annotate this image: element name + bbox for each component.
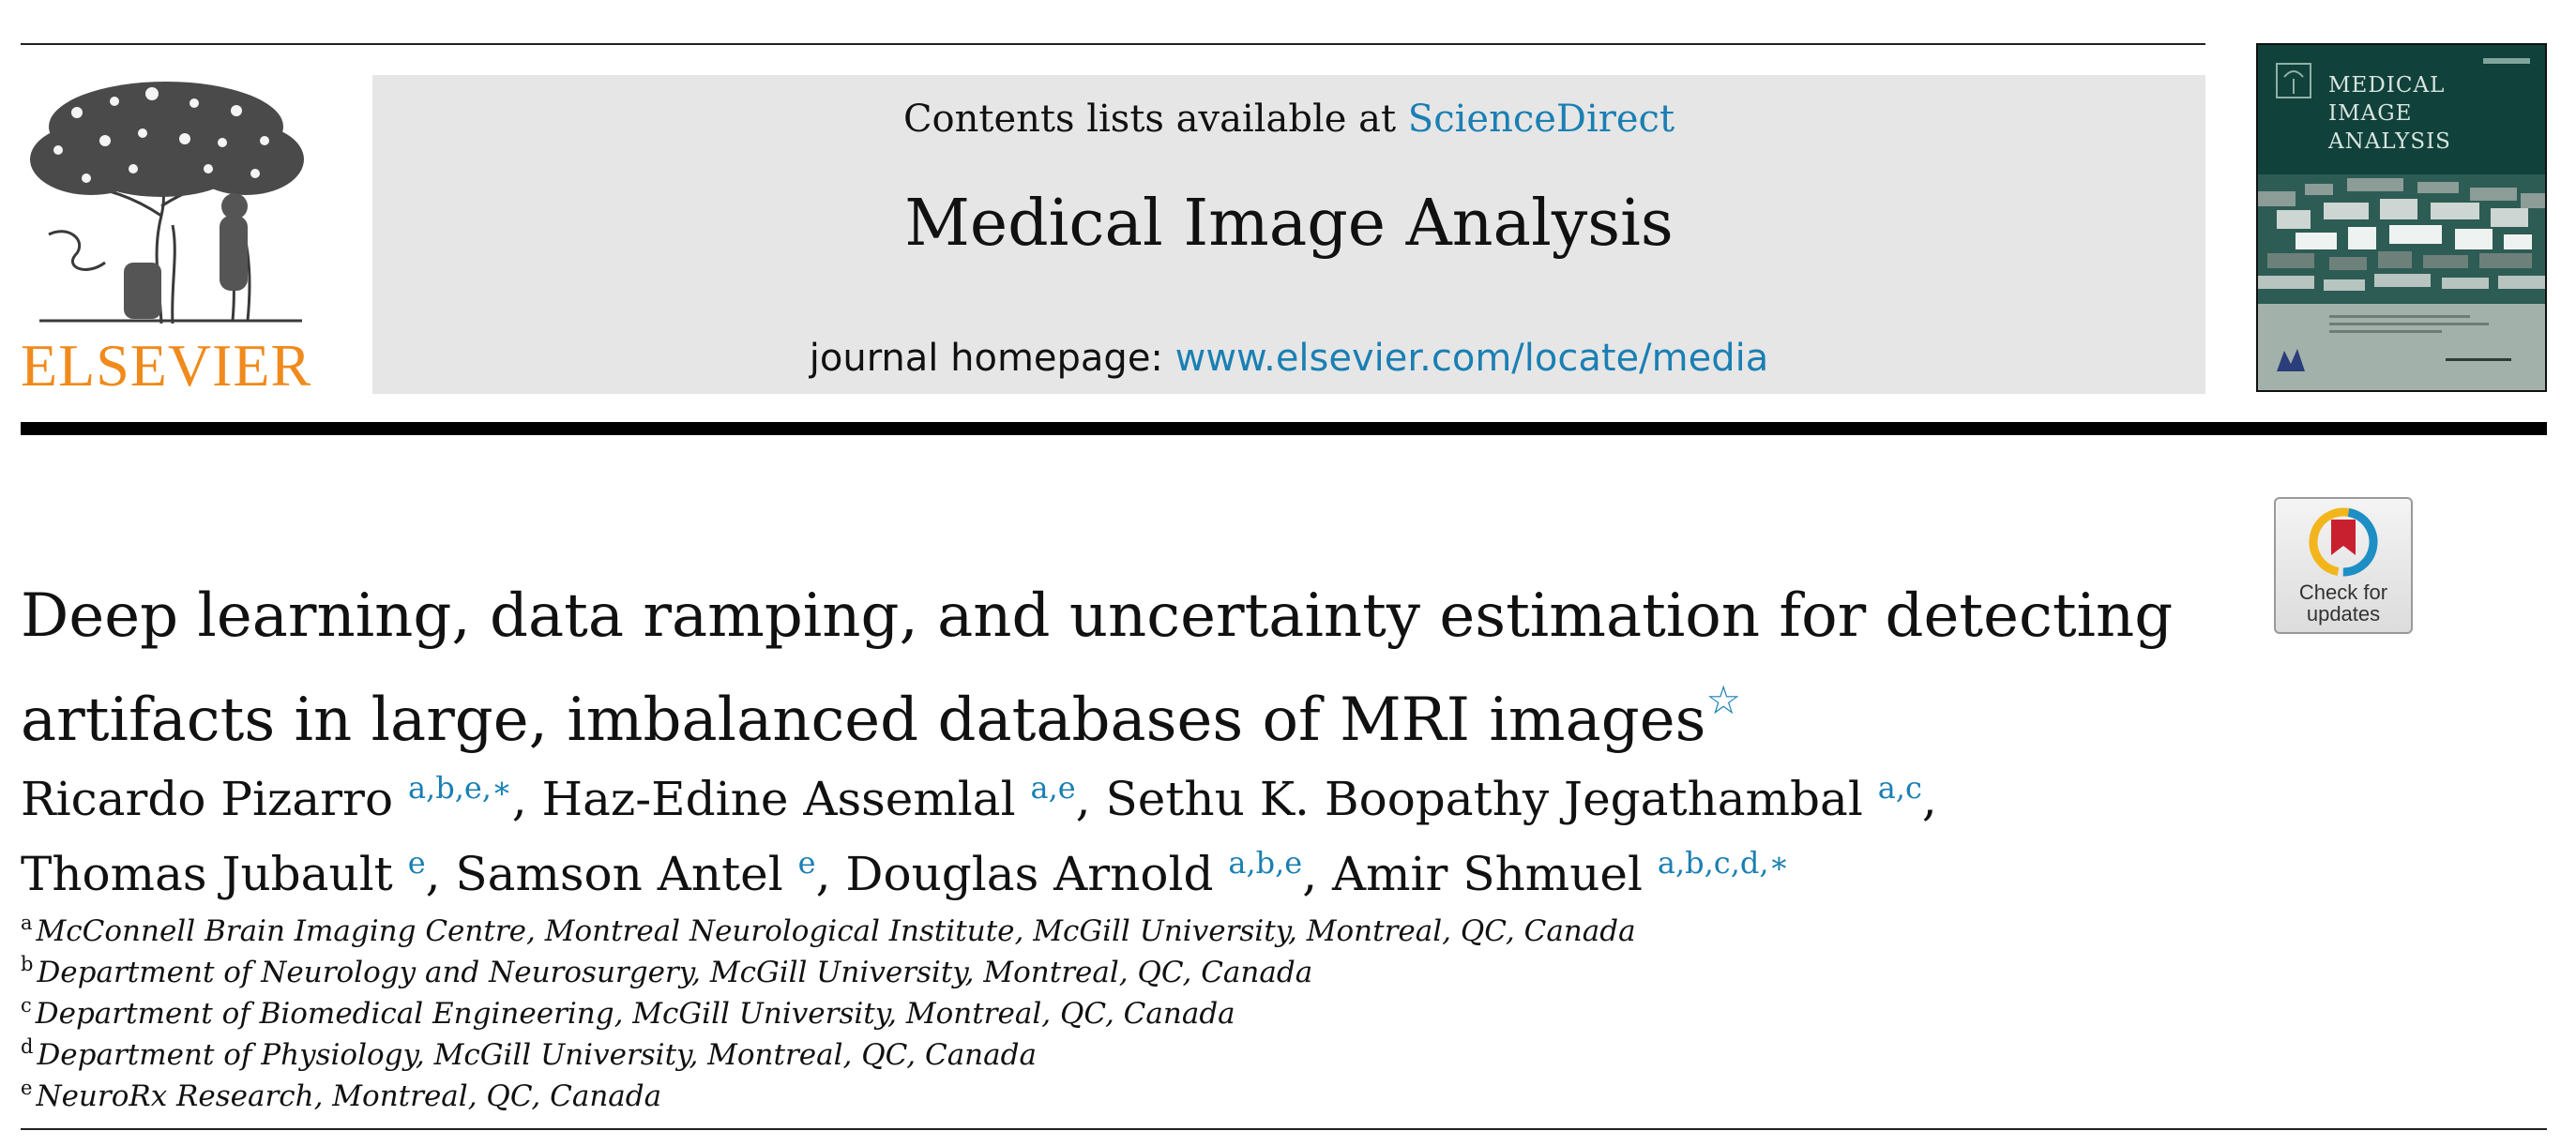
check-updates-line: Check for [2298,581,2388,604]
author-name[interactable]: Samson Antel [455,847,783,901]
affiliation-item: b Department of Neurology and Neurosurger… [21,943,2178,989]
author-separator: , [1075,772,1106,826]
cover-issn-strip [2483,58,2530,64]
affiliation-mark: d [21,1035,34,1058]
contents-prefix: Contents lists available at [902,98,1408,141]
affiliation-mark: b [21,953,34,975]
affiliation-text: Department of Physiology, McGill Univers… [37,1038,1037,1072]
author-separator: , [815,847,846,901]
publisher-wordmark: ELSEVIER [21,332,312,399]
affiliation-text: McConnell Brain Imaging Centre, Montreal… [36,914,1636,948]
author-separator: , [1921,772,1937,826]
author-name[interactable]: Douglas Arnold [845,847,1214,901]
affiliation-item: a McConnell Brain Imaging Centre, Montrea… [21,902,2178,948]
author-list: Ricardo Pizarro a,b,e,∗, Haz-Edine Assem… [21,756,2178,906]
affiliation-item: d Department of Physiology, McGill Univer… [21,1026,2178,1072]
publisher-logo[interactable]: ELSEVIER [21,75,312,399]
sciencedirect-link[interactable]: ScienceDirect [1407,98,1675,141]
article-title-line: Deep learning, data ramping, and uncerta… [21,581,2174,651]
author-name[interactable]: Haz-Edine Assemlal [541,772,1016,826]
brain-scan-image [2258,174,2545,306]
author-separator: , [511,772,542,826]
check-for-updates-badge[interactable]: Check for updates [2274,497,2413,634]
affiliation-text: Department of Biomedical Engineering, Mc… [35,997,1235,1031]
author-affiliation-marks[interactable]: e [407,845,426,881]
check-updates-line: updates [2306,602,2381,626]
author-affiliation-marks[interactable]: a,e [1030,770,1076,806]
author-affiliation-marks[interactable]: a,b,e [1228,845,1303,881]
journal-homepage-link[interactable]: www.elsevier.com/locate/media [1174,337,1769,380]
society-logo-icon [2277,349,2305,371]
author-affiliation-marks[interactable]: e [797,845,816,881]
cover-title-line: MEDICAL [2328,73,2446,98]
author-separator: , [425,847,456,901]
bookmark-ring-icon [2309,507,2378,577]
affiliation-item: c Department of Biomedical Engineering, M… [21,985,2178,1031]
tree-logo-icon [30,82,304,324]
affiliation-mark: c [21,994,32,1017]
affiliation-text: Department of Neurology and Neurosurgery… [37,956,1313,989]
article-title: Deep learning, data ramping, and uncerta… [21,574,2178,762]
affiliation-mark: e [21,1077,33,1099]
homepage-prefix: journal homepage: [809,337,1175,380]
cover-title-line: IMAGE [2328,101,2413,126]
author-name[interactable]: Sethu K. Boopathy Jegathambal [1105,772,1863,826]
cover-title-line: ANALYSIS [2328,129,2451,154]
top-rule [21,43,2205,45]
author-name[interactable]: Thomas Jubault [21,847,393,901]
contents-line: Contents lists available at ScienceDirec… [372,96,2205,143]
cover-title: MEDICAL IMAGE ANALYSIS [2328,71,2535,156]
cover-lower-panel [2258,304,2545,390]
author-name[interactable]: Amir Shmuel [1332,847,1643,901]
affiliation-item: e NeuroRx Research, Montreal, QC, Canada [21,1067,2178,1113]
author-name[interactable]: Ricardo Pizarro [21,772,394,826]
journal-masthead: Contents lists available at ScienceDirec… [372,75,2205,394]
author-affiliation-marks[interactable]: a,b,e,∗ [407,770,512,806]
journal-title: Medical Image Analysis [904,187,1674,261]
publisher-emblem-icon [2276,63,2311,98]
homepage-line: journal homepage: www.elsevier.com/locat… [372,336,2205,381]
header-divider [21,422,2547,435]
check-updates-label: Check for updates [2276,581,2411,625]
title-footnote-star-link[interactable]: ☆ [1705,677,1742,723]
author-affiliation-marks[interactable]: a,c [1877,770,1922,806]
journal-cover[interactable]: MEDICAL IMAGE ANALYSIS [2256,43,2547,392]
affiliation-list: a McConnell Brain Imaging Centre, Montrea… [21,902,2178,1113]
affiliation-text: NeuroRx Research, Montreal, QC, Canada [36,1079,662,1113]
author-affiliation-marks[interactable]: a,b,c,d,∗ [1657,845,1790,881]
article-title-line: artifacts in large, imbalanced databases… [21,686,1706,755]
affiliation-mark: a [21,912,33,934]
author-separator: , [1302,847,1333,901]
bottom-rule [21,1128,2547,1130]
